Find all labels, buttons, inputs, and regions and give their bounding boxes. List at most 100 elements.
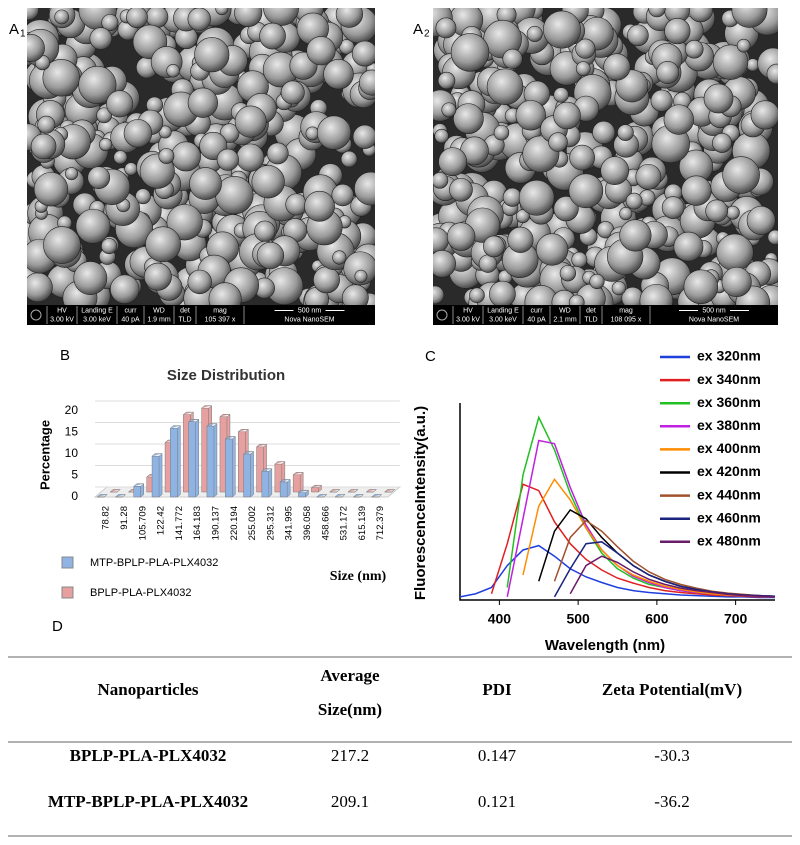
- legend-label: ex 320nm: [697, 348, 761, 364]
- instrument: Nova NanoSEM: [689, 316, 739, 323]
- particle: [54, 9, 70, 25]
- particle: [280, 80, 305, 105]
- bar: [206, 423, 218, 498]
- particle: [736, 38, 751, 53]
- table-cell: Zeta Potential(mV): [601, 680, 743, 699]
- bar: [352, 494, 365, 498]
- table-cell: PDI: [482, 680, 512, 699]
- bar: [109, 489, 121, 493]
- particle: [746, 205, 776, 235]
- particle: [663, 104, 694, 135]
- particle: [208, 282, 242, 305]
- bar: [370, 494, 383, 498]
- y-axis-label: Percentage: [37, 420, 52, 490]
- sem-image: [433, 8, 778, 305]
- particle: [493, 124, 510, 141]
- particle: [166, 63, 180, 78]
- legend-swatch: [61, 556, 74, 569]
- bar: [96, 494, 108, 498]
- particle: [656, 61, 680, 84]
- x-axis-label: Size (nm): [330, 569, 387, 584]
- particle: [256, 241, 285, 270]
- table-cell: 209.1: [330, 792, 370, 811]
- particle: [306, 36, 336, 66]
- bar: [311, 484, 322, 493]
- particle: [559, 265, 577, 282]
- particle: [99, 137, 113, 152]
- particle: [441, 102, 457, 118]
- x-tick-label: 396.058: [302, 506, 313, 540]
- info-text: TLD: [178, 316, 191, 323]
- particle: [592, 120, 616, 145]
- particle: [194, 37, 230, 73]
- bar: [329, 489, 341, 493]
- particle: [110, 274, 140, 304]
- particle: [684, 40, 704, 59]
- legend-swatch: [61, 586, 74, 599]
- info-text: Landing E: [81, 307, 113, 314]
- particle: [703, 83, 734, 114]
- particle: [64, 167, 79, 181]
- particle: [145, 8, 169, 28]
- info-text: curr: [124, 307, 137, 314]
- particle: [553, 101, 581, 130]
- particle: [351, 40, 375, 67]
- info-text: det: [180, 307, 190, 314]
- line: [553, 541, 776, 598]
- particle: [266, 142, 289, 165]
- particle: [515, 100, 546, 131]
- particle: [619, 219, 652, 252]
- particle: [571, 251, 588, 268]
- particle: [219, 123, 240, 143]
- line: [569, 555, 776, 598]
- particle: [575, 38, 596, 59]
- particle: [725, 205, 740, 220]
- particle: [358, 69, 375, 96]
- particle: [722, 156, 760, 194]
- line: [459, 544, 775, 599]
- info-text: 108 095 x: [611, 316, 642, 323]
- legend-label: ex 360nm: [697, 394, 761, 410]
- table-cell: 217.2: [330, 746, 370, 765]
- particle: [553, 196, 579, 222]
- panel-label: B: [60, 347, 70, 364]
- bar: [334, 494, 346, 498]
- x-tick-label: 295.312: [265, 506, 276, 540]
- info-text: Landing E: [487, 307, 519, 314]
- info-text: 3.00 keV: [83, 316, 111, 323]
- panel-label-sub: 2: [424, 29, 430, 40]
- legend-label: ex 460nm: [697, 509, 761, 525]
- particle: [766, 63, 778, 85]
- particle: [635, 163, 662, 190]
- particle: [145, 226, 181, 263]
- particle: [548, 132, 568, 152]
- particle: [617, 124, 634, 141]
- particle: [433, 250, 456, 278]
- table-cell: 0.147: [477, 746, 517, 765]
- particle: [96, 107, 112, 124]
- x-tick-label: 500: [566, 611, 590, 627]
- particle: [78, 65, 117, 105]
- particle: [254, 220, 276, 242]
- particle: [89, 27, 113, 50]
- table-cell: -30.3: [654, 746, 690, 765]
- particle: [434, 128, 449, 144]
- info-icon: [30, 309, 42, 321]
- y-tick-label: 15: [65, 425, 79, 439]
- particle: [340, 150, 358, 168]
- particle: [502, 187, 522, 207]
- particle: [650, 89, 673, 112]
- info-text: 3.00 kV: [456, 316, 480, 323]
- particle: [639, 284, 674, 305]
- info-text: 105 397 x: [205, 316, 236, 323]
- x-tick-label: 78.82: [101, 506, 112, 530]
- particle: [437, 71, 456, 90]
- info-text: WD: [559, 307, 571, 314]
- particle: [304, 190, 335, 222]
- particle: [187, 87, 218, 118]
- particle: [113, 150, 128, 165]
- x-tick-label: 255.002: [247, 506, 258, 540]
- particle: [688, 8, 713, 23]
- table-cell: Average Size(nm): [317, 666, 383, 719]
